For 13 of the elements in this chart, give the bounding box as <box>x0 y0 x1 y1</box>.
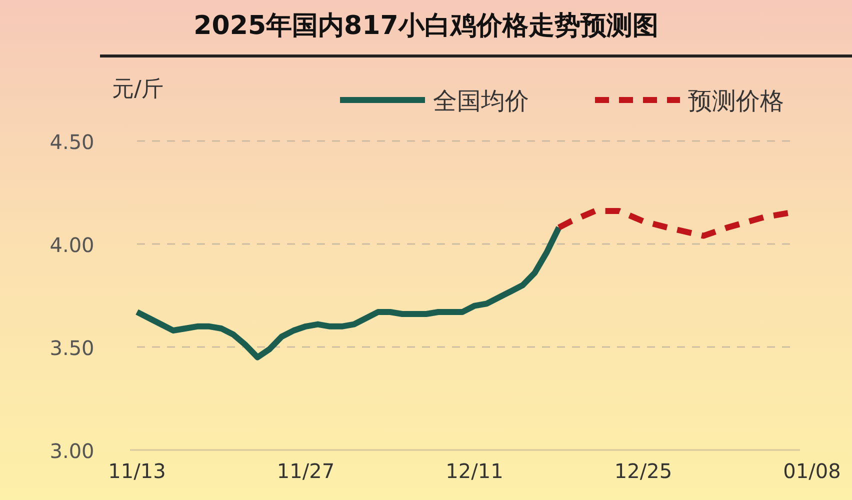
y-tick-label: 4.00 <box>50 233 94 257</box>
y-tick-label: 3.50 <box>50 336 94 360</box>
x-tick-label: 11/27 <box>276 459 335 483</box>
y-tick-label: 3.00 <box>50 439 94 463</box>
chart-title: 2025年国内817小白鸡价格走势预测图 <box>194 11 658 41</box>
y-axis-title: 元/斤 <box>112 77 164 102</box>
legend-label: 全国均价 <box>433 87 529 115</box>
y-tick-label: 4.50 <box>50 130 94 154</box>
x-tick-label: 12/25 <box>614 459 672 483</box>
x-tick-label: 11/13 <box>108 459 166 483</box>
x-tick-label: 01/08 <box>783 459 841 483</box>
legend-label: 预测价格 <box>688 87 784 115</box>
x-tick-label: 12/11 <box>446 459 504 483</box>
